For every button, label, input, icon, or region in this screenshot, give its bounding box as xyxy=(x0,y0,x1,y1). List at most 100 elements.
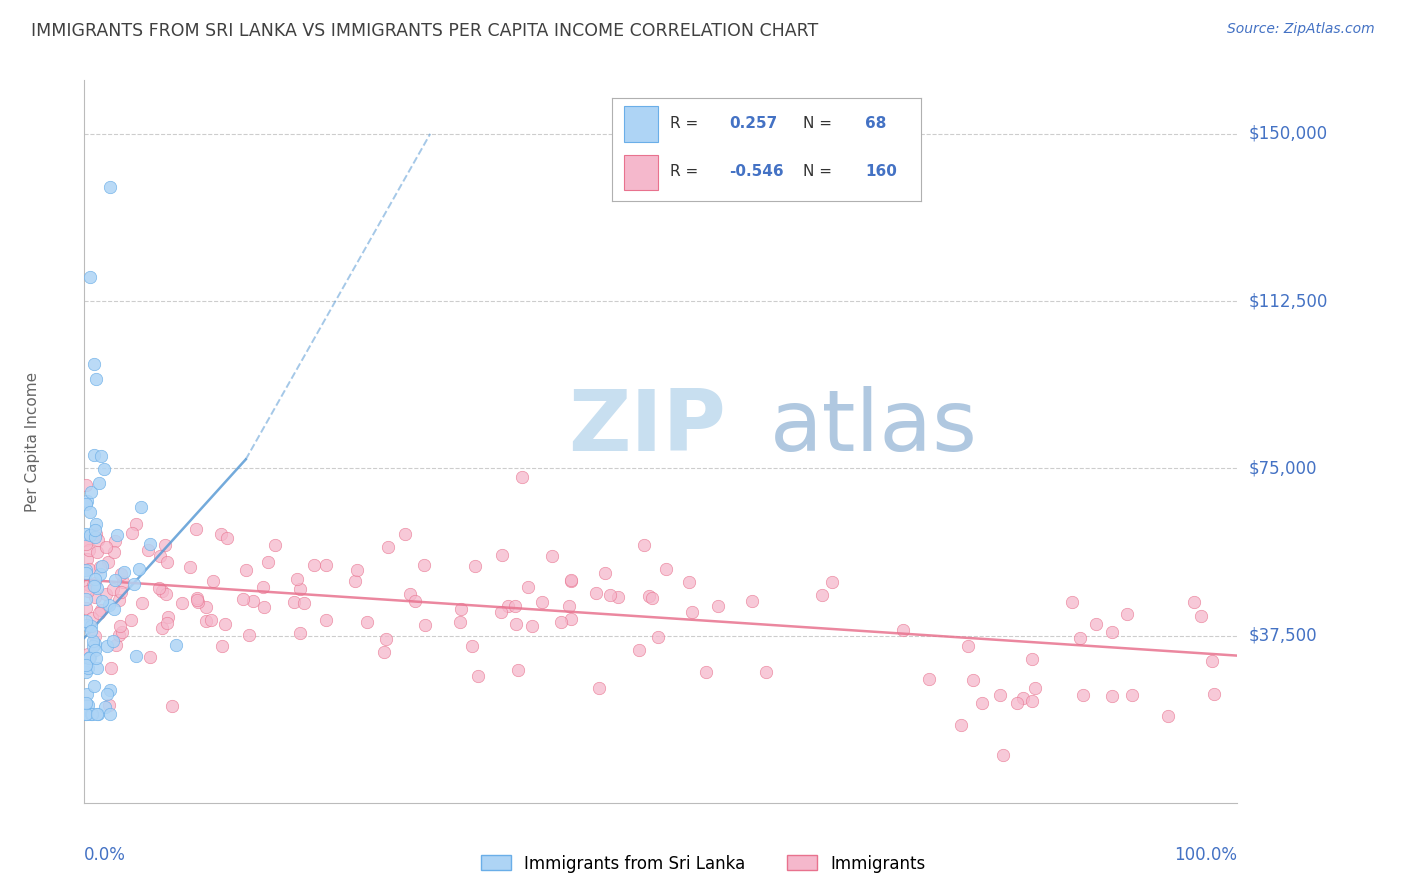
Point xyxy=(374,632,396,646)
Point xyxy=(83,448,105,462)
Point xyxy=(82,639,104,653)
Point xyxy=(86,545,108,559)
Point xyxy=(79,269,101,284)
Point xyxy=(394,526,416,541)
Point xyxy=(96,587,118,601)
Point xyxy=(84,651,107,665)
Point xyxy=(257,555,280,569)
Point xyxy=(211,527,233,541)
Point xyxy=(75,591,97,606)
Point xyxy=(98,682,121,697)
Point xyxy=(82,706,104,721)
Point xyxy=(242,594,264,608)
Point xyxy=(1157,708,1180,723)
Bar xyxy=(624,154,658,190)
Point xyxy=(80,610,103,624)
Point xyxy=(86,581,108,595)
Point xyxy=(415,618,437,632)
Point xyxy=(607,591,630,605)
Point xyxy=(195,600,218,615)
Point xyxy=(302,558,325,572)
Point xyxy=(288,625,311,640)
Point xyxy=(153,538,176,552)
Point xyxy=(124,576,146,591)
Point xyxy=(84,516,107,531)
Point xyxy=(811,588,834,602)
Point xyxy=(450,602,472,616)
Point xyxy=(991,748,1014,763)
Point xyxy=(1182,595,1205,609)
Point xyxy=(76,706,98,721)
Point xyxy=(285,572,308,586)
Point xyxy=(1024,681,1046,696)
Point xyxy=(87,606,110,620)
Point xyxy=(98,598,121,612)
Point xyxy=(76,552,98,566)
Point xyxy=(512,470,534,484)
Point xyxy=(1202,686,1225,700)
Point xyxy=(1121,688,1143,702)
Point xyxy=(79,505,101,519)
Point xyxy=(681,605,703,619)
Text: N =: N = xyxy=(803,164,832,179)
Point xyxy=(464,558,486,573)
Point xyxy=(398,587,420,601)
Point xyxy=(111,575,134,590)
Point xyxy=(101,633,124,648)
Text: 0.0%: 0.0% xyxy=(84,847,127,864)
Point xyxy=(97,555,120,569)
Point xyxy=(112,565,135,579)
Point xyxy=(148,582,170,596)
Point xyxy=(232,592,254,607)
Point xyxy=(1021,694,1043,708)
Point xyxy=(84,643,107,657)
Point xyxy=(83,357,105,371)
Point xyxy=(75,478,97,492)
Point xyxy=(950,718,973,732)
Text: $112,500: $112,500 xyxy=(1249,292,1327,310)
Point xyxy=(103,574,125,588)
Point xyxy=(86,706,108,721)
Point xyxy=(76,493,98,508)
Text: 68: 68 xyxy=(865,116,887,131)
Point xyxy=(377,540,399,554)
Point xyxy=(506,663,529,677)
Point xyxy=(75,706,97,721)
Text: $75,000: $75,000 xyxy=(1249,459,1317,477)
Point xyxy=(125,517,148,532)
Point xyxy=(94,699,117,714)
Point xyxy=(741,594,763,608)
Point xyxy=(214,616,236,631)
Point xyxy=(103,602,125,616)
Point xyxy=(77,542,100,557)
Point xyxy=(76,698,98,712)
Point xyxy=(76,661,98,675)
Point xyxy=(96,639,118,653)
Legend: Immigrants from Sri Lanka, Immigrants: Immigrants from Sri Lanka, Immigrants xyxy=(474,848,932,880)
Text: Source: ZipAtlas.com: Source: ZipAtlas.com xyxy=(1227,22,1375,37)
Text: 160: 160 xyxy=(865,164,897,179)
Point xyxy=(1116,607,1139,621)
Point xyxy=(520,619,543,633)
Point xyxy=(1069,631,1091,645)
Point xyxy=(252,580,274,594)
Point xyxy=(75,600,97,615)
Point xyxy=(75,536,97,550)
Point xyxy=(202,574,225,589)
Point xyxy=(110,566,132,581)
Point xyxy=(87,476,110,491)
Point xyxy=(83,572,105,586)
Point xyxy=(707,599,730,614)
Point xyxy=(90,449,112,463)
Point xyxy=(155,587,177,601)
Point xyxy=(139,650,162,665)
Point xyxy=(82,578,104,592)
Point xyxy=(404,594,426,608)
Point xyxy=(962,673,984,687)
Point xyxy=(75,527,97,541)
Point xyxy=(83,679,105,693)
Point xyxy=(215,531,238,545)
Point xyxy=(121,526,143,541)
Point xyxy=(1101,625,1123,640)
Text: IMMIGRANTS FROM SRI LANKA VS IMMIGRANTS PER CAPITA INCOME CORRELATION CHART: IMMIGRANTS FROM SRI LANKA VS IMMIGRANTS … xyxy=(31,22,818,40)
